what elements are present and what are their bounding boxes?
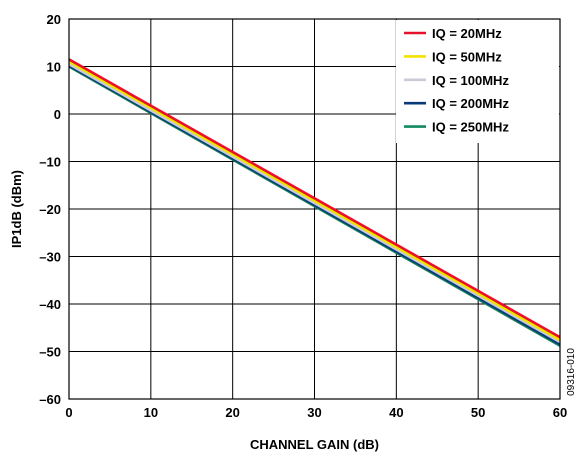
y-tick-label-1: 10 (47, 60, 61, 75)
y-tick-label-4: –20 (39, 202, 61, 217)
series-line-3 (68, 64, 561, 346)
y-tick-label-8: –60 (39, 392, 61, 407)
x-tick-label-2: 20 (225, 405, 239, 420)
x-axis-title: CHANNEL GAIN (dB) (250, 437, 379, 452)
x-tick-label-3: 30 (307, 405, 321, 420)
legend-label-0: IQ = 20MHz (432, 26, 502, 41)
figure-id: 09316-010 (566, 348, 577, 396)
legend-label-3: IQ = 200MHz (432, 96, 509, 111)
y-tick-label-0: 20 (47, 12, 61, 27)
legend-label-2: IQ = 100MHz (432, 73, 509, 88)
y-tick-label-2: 0 (54, 107, 61, 122)
y-tick-label-3: –10 (39, 155, 61, 170)
x-tick-label-4: 40 (389, 405, 403, 420)
series-line-0 (68, 58, 561, 339)
y-tick-label-6: –40 (39, 297, 61, 312)
y-axis-title: IP1dB (dBm) (9, 170, 24, 248)
y-tick-label-5: –30 (39, 250, 61, 265)
x-tick-labels: 0 10 20 30 40 50 60 (65, 405, 567, 420)
series-line-1 (68, 60, 561, 342)
x-tick-label-1: 10 (144, 405, 158, 420)
legend-label-1: IQ = 50MHz (432, 49, 502, 64)
plot-frame (68, 18, 561, 400)
legend: IQ = 20MHz IQ = 50MHz IQ = 100MHz IQ = 200M… (396, 20, 559, 143)
legend-label-4: IQ = 250MHz (432, 120, 509, 135)
x-tick-label-5: 50 (471, 405, 485, 420)
series-line-2 (68, 62, 561, 344)
y-tick-labels: 20 10 0 –10 –20 –30 –40 –50 –60 (39, 12, 61, 407)
legend-box (396, 20, 559, 143)
series-lines (68, 58, 561, 347)
x-tick-label-6: 60 (553, 405, 567, 420)
x-tick-label-0: 0 (65, 405, 72, 420)
y-tick-label-7: –50 (39, 345, 61, 360)
